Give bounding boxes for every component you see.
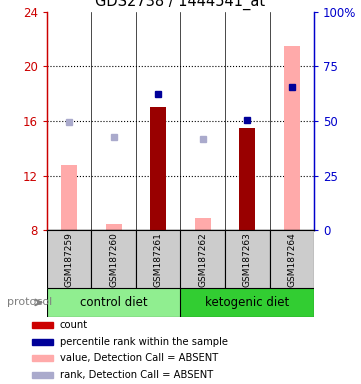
Bar bbox=[180, 288, 314, 317]
Text: ketogenic diet: ketogenic diet bbox=[205, 296, 290, 309]
Bar bbox=[61, 165, 77, 230]
Bar bbox=[91, 230, 136, 288]
Text: control diet: control diet bbox=[80, 296, 148, 309]
Text: GSM187263: GSM187263 bbox=[243, 232, 252, 286]
Text: GSM187259: GSM187259 bbox=[65, 232, 74, 286]
Text: GSM187261: GSM187261 bbox=[154, 232, 163, 286]
Text: protocol: protocol bbox=[7, 297, 52, 308]
Bar bbox=[180, 230, 225, 288]
Text: GSM187262: GSM187262 bbox=[198, 232, 207, 286]
Bar bbox=[239, 128, 255, 230]
Bar bbox=[284, 46, 300, 230]
Title: GDS2738 / 1444541_at: GDS2738 / 1444541_at bbox=[95, 0, 266, 10]
Bar bbox=[106, 223, 122, 230]
Bar bbox=[47, 230, 91, 288]
Text: GSM187260: GSM187260 bbox=[109, 232, 118, 286]
Text: count: count bbox=[60, 320, 88, 330]
Text: rank, Detection Call = ABSENT: rank, Detection Call = ABSENT bbox=[60, 370, 213, 380]
Bar bbox=[270, 230, 314, 288]
Bar bbox=[32, 372, 53, 378]
Bar bbox=[32, 356, 53, 361]
Bar bbox=[32, 322, 53, 328]
Text: GSM187264: GSM187264 bbox=[287, 232, 296, 286]
Bar bbox=[151, 107, 166, 230]
Bar bbox=[136, 230, 180, 288]
Bar bbox=[225, 230, 270, 288]
Text: percentile rank within the sample: percentile rank within the sample bbox=[60, 337, 228, 347]
Bar bbox=[47, 288, 180, 317]
Bar bbox=[195, 218, 210, 230]
Bar bbox=[32, 339, 53, 345]
Text: value, Detection Call = ABSENT: value, Detection Call = ABSENT bbox=[60, 353, 218, 364]
